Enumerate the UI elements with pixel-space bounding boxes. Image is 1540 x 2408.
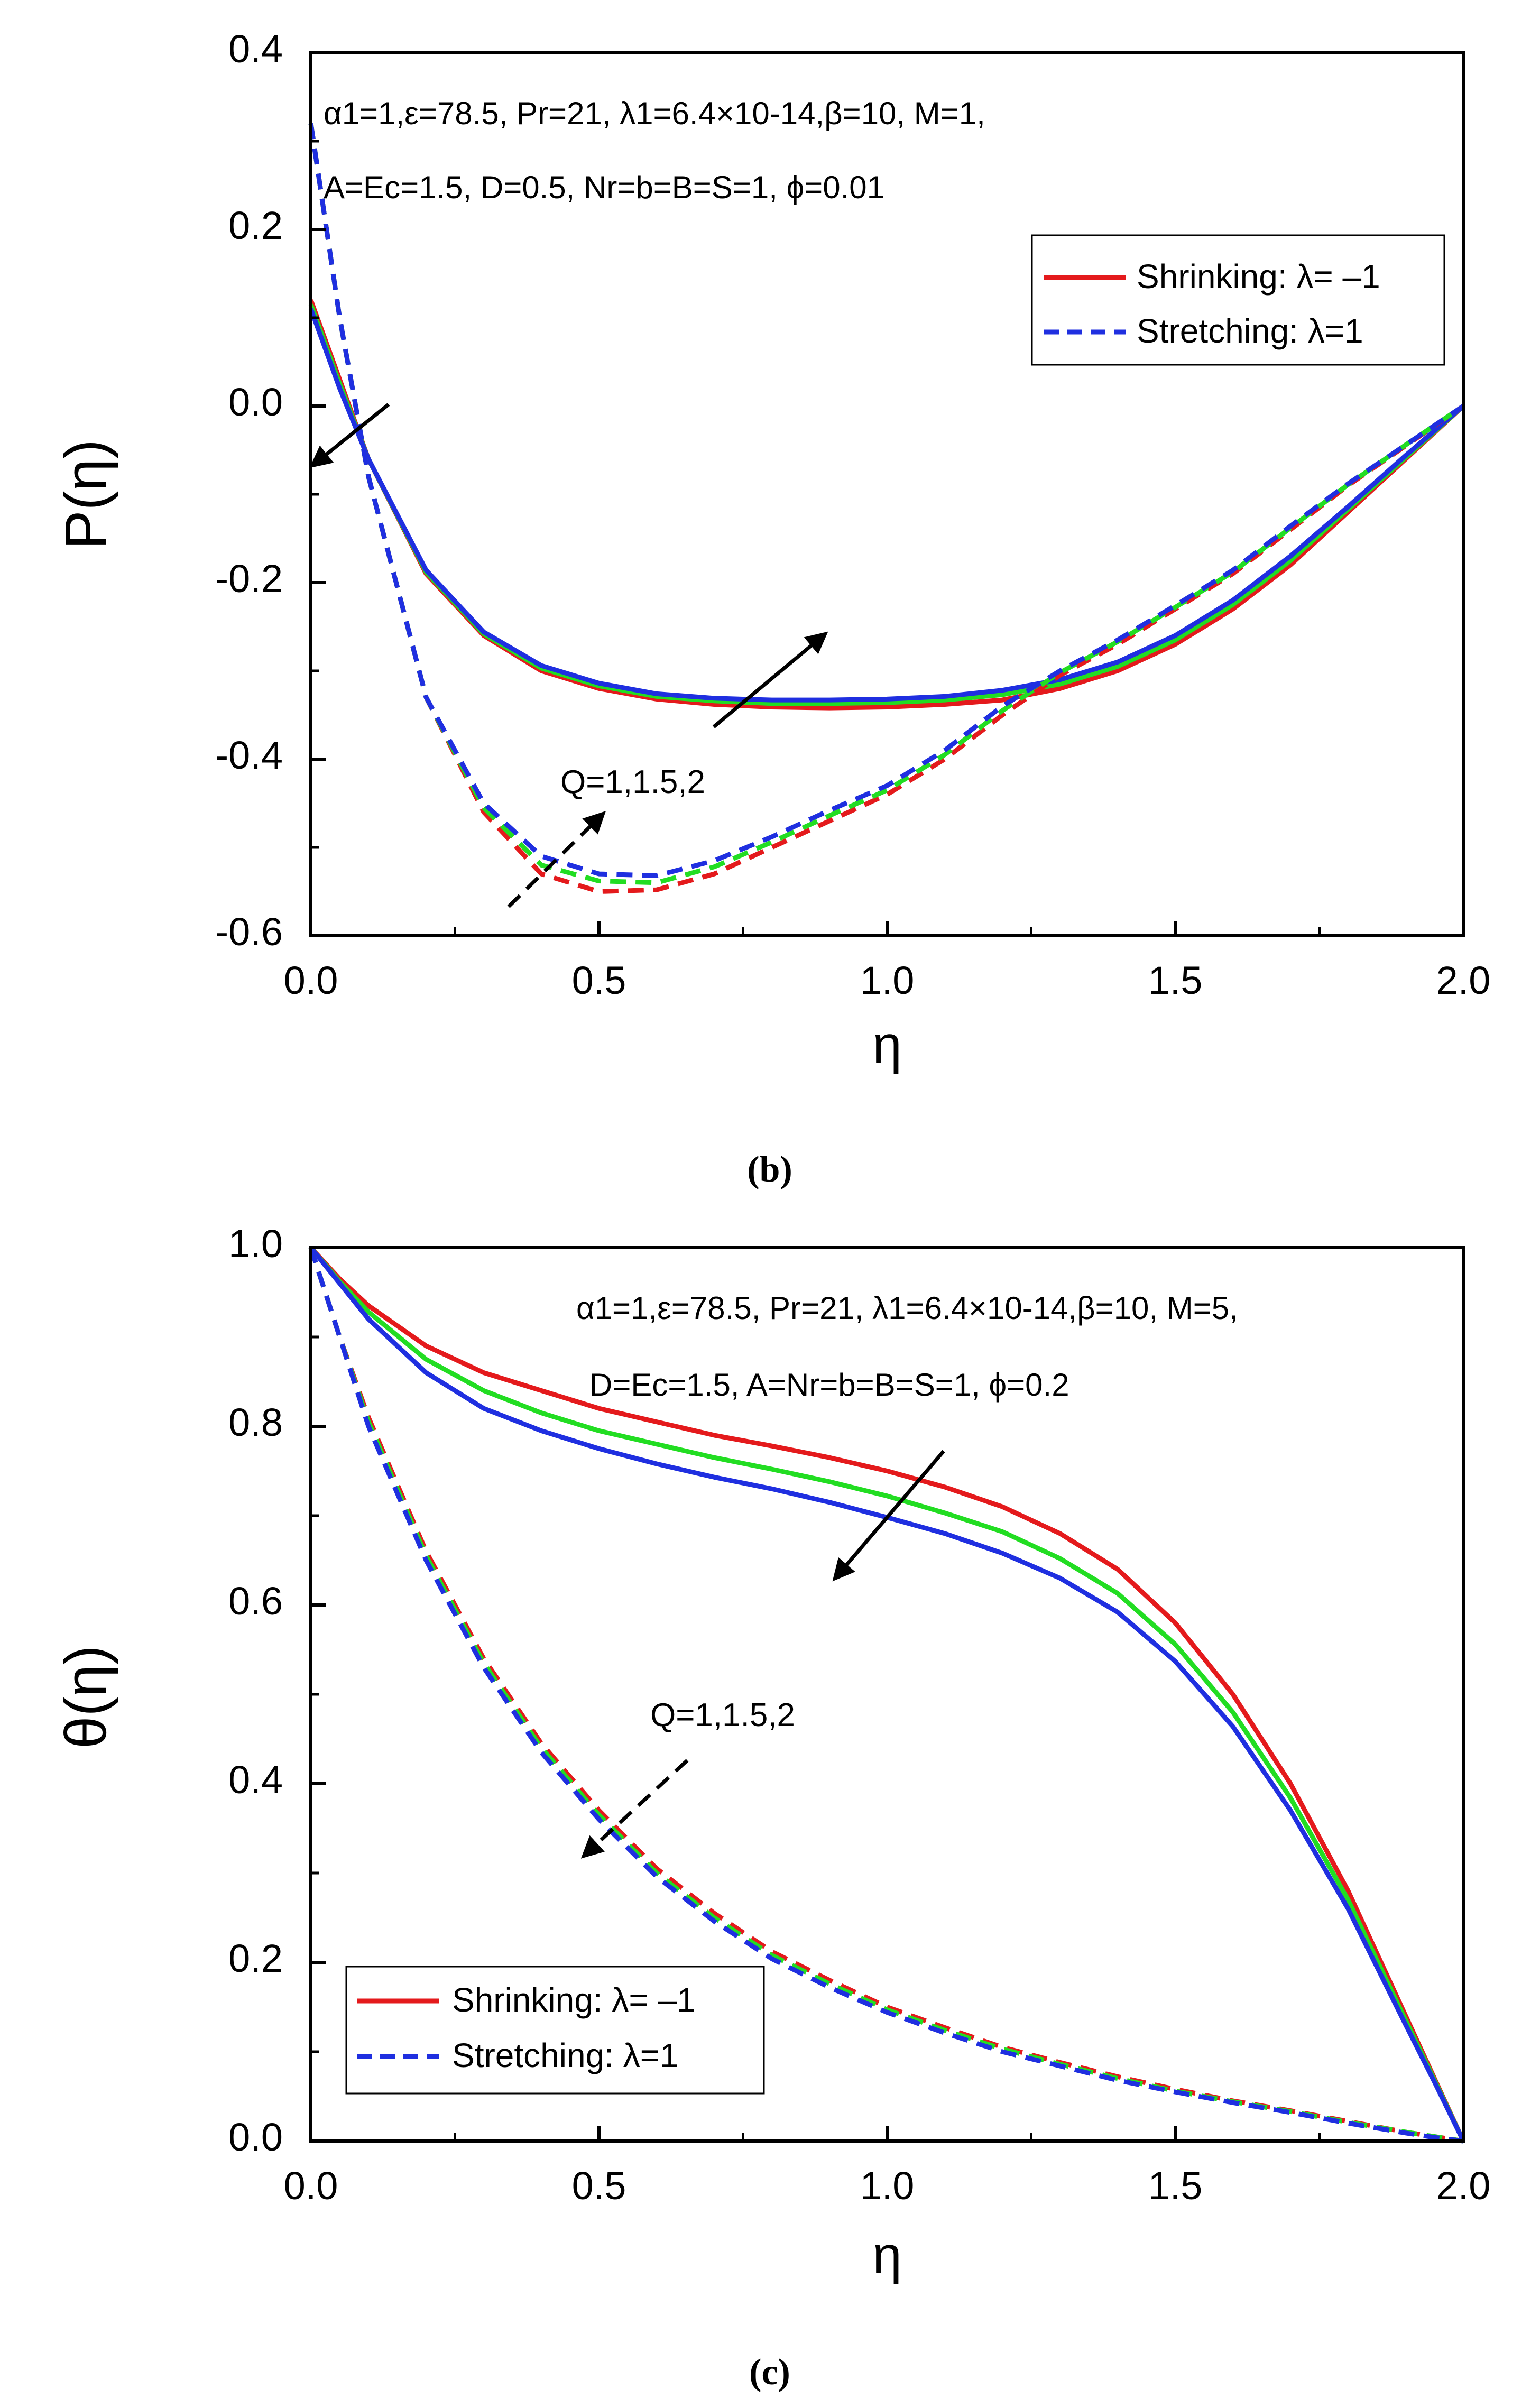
- ytick-label-c: 0.8: [228, 1400, 283, 1444]
- params-line1-c: α1=1,ε=78.5, Pr=21, λ1=6.4×10-14,β=10, M…: [576, 1290, 1238, 1326]
- ytick-label-b: 0.2: [228, 204, 283, 247]
- xtick-label-b: 0.5: [572, 958, 626, 1002]
- xtick-label-c: 2.0: [1436, 2164, 1491, 2208]
- legend-solid-label-b: Shrinking: λ= –1: [1137, 257, 1380, 296]
- xtick-label-b: 0.0: [284, 958, 338, 1002]
- ytick-label-b: -0.2: [215, 557, 283, 601]
- ticks-b: [309, 51, 1465, 937]
- legend-box-b: [1031, 234, 1445, 366]
- legend-dashed-label-c: Stretching: λ=1: [452, 2036, 679, 2074]
- ytick-label-c: 0.4: [228, 1758, 283, 1802]
- legend-dashed-label-b: Stretching: λ=1: [1137, 312, 1363, 350]
- legend-c: Shrinking: λ= –1 Stretching: λ=1: [345, 1966, 765, 2095]
- ytick-label-c: 1.0: [228, 1222, 283, 1266]
- xtick-label-b: 1.5: [1148, 958, 1203, 1002]
- chart-panel-c: 0.0 0.2 0.4 0.6 0.8 1.0 0.0 0.5 1.0 1.5 …: [53, 1222, 1490, 2393]
- q-arrow-label-c: Q=1,1.5,2: [650, 1697, 795, 1733]
- xtick-label-b: 2.0: [1436, 958, 1491, 1002]
- trend-arrow-c: [832, 1450, 945, 1582]
- series-line-b-2: [308, 308, 1465, 703]
- trend-arrow-b: [712, 631, 828, 728]
- ytick-label-c: 0.6: [228, 1579, 283, 1623]
- trend-arrow-b: [507, 811, 606, 908]
- xtick-label-c: 1.5: [1148, 2164, 1203, 2208]
- params-line2-c: D=Ec=1.5, A=Nr=b=B=S=1, ϕ=0.2: [589, 1367, 1069, 1403]
- ticks-c: [309, 1246, 1465, 2143]
- series-line-b-5: [308, 123, 1465, 878]
- ytick-label-b: -0.4: [215, 733, 283, 777]
- params-line2-b: A=Ec=1.5, D=0.5, Nr=b=B=S=1, ϕ=0.01: [324, 170, 884, 205]
- ytick-label-c: 0.0: [228, 2115, 283, 2159]
- series-line-c-1: [309, 1246, 1466, 2142]
- trend-arrow-b: [309, 403, 390, 468]
- xtick-label-c: 0.0: [284, 2164, 338, 2208]
- q-arrow-label-b: Q=1,1.5,2: [560, 764, 705, 800]
- chart-panel-b: -0.6 -0.4 -0.2 0.0 0.2 0.4 0.0 0.5 1.0 1…: [53, 27, 1490, 1190]
- ytick-label-b: 0.0: [228, 380, 283, 424]
- panel-label-c: (c): [749, 2352, 790, 2393]
- x-axis-label-c: η: [872, 2226, 902, 2285]
- xtick-label-c: 1.0: [860, 2164, 915, 2208]
- panel-label-b: (b): [747, 1149, 792, 1190]
- series-line-c-5: [308, 1247, 1464, 2144]
- y-axis-label-c: θ(η): [53, 1645, 118, 1749]
- ytick-label-b: 0.4: [228, 27, 283, 71]
- trend-arrow-c: [580, 1759, 689, 1859]
- series-line-c-0: [309, 1245, 1466, 2142]
- plot-lines-b: [308, 123, 1465, 894]
- x-axis-label-b: η: [872, 1015, 902, 1074]
- xtick-label-b: 1.0: [860, 958, 915, 1002]
- params-line1-b: α1=1,ε=78.5, Pr=21, λ1=6.4×10-14,β=10, M…: [324, 96, 985, 131]
- legend-b: Shrinking: λ= –1 Stretching: λ=1: [1031, 234, 1445, 366]
- xtick-label-c: 0.5: [572, 2164, 626, 2208]
- legend-box-c: [345, 1966, 765, 2095]
- y-axis-label-b: P(η): [53, 439, 118, 549]
- legend-solid-label-c: Shrinking: λ= –1: [452, 1981, 696, 2019]
- ytick-label-c: 0.2: [228, 1936, 283, 1980]
- plot-lines-c: [308, 1245, 1466, 2144]
- ytick-label-b: -0.6: [215, 910, 283, 954]
